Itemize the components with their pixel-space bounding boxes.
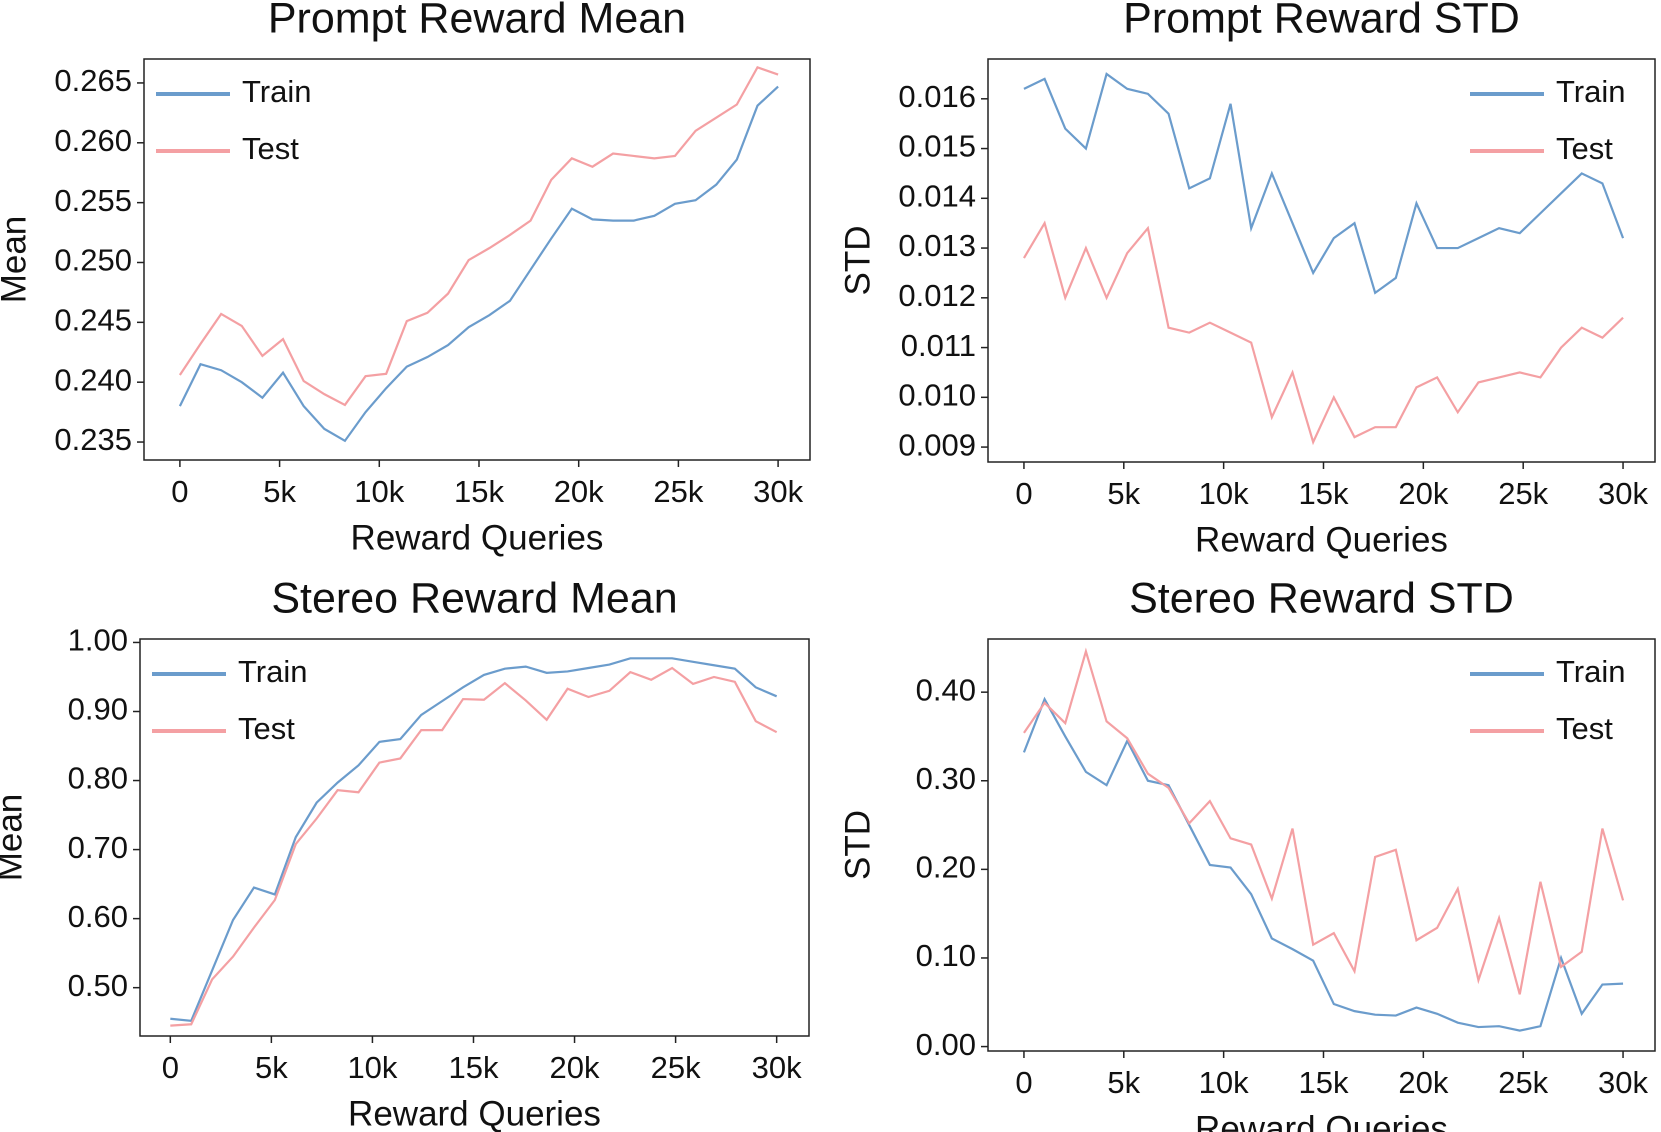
legend-label: Test <box>238 711 295 746</box>
y-tick-label: 1.00 <box>68 623 128 658</box>
chart-title: Stereo Reward STD <box>1129 574 1514 622</box>
y-tick-label: 0.240 <box>54 362 132 397</box>
x-tick-label: 30k <box>1598 1065 1648 1100</box>
plot-frame <box>987 58 1656 463</box>
x-tick-label: 20k <box>554 474 604 509</box>
plot-frame <box>139 638 810 1037</box>
x-tick-label: 30k <box>753 474 803 509</box>
y-tick-label: 0.90 <box>68 692 128 727</box>
line-series <box>1023 72 1625 295</box>
line-series <box>170 657 778 1022</box>
x-tick-label: 0 <box>171 474 188 509</box>
legend-label: Train <box>1556 654 1625 689</box>
x-tick-label: 15k <box>448 1050 498 1085</box>
plot-frame <box>143 58 811 461</box>
line-series <box>1023 220 1624 446</box>
y-tick-label: 0.013 <box>898 228 976 263</box>
x-tick-label: 0 <box>1015 476 1032 511</box>
x-tick-label: 15k <box>1299 476 1349 511</box>
x-tick-label: 25k <box>651 1050 701 1085</box>
y-tick-label: 0.011 <box>901 328 976 363</box>
y-tick-label: 0.014 <box>898 178 976 213</box>
y-axis-label: STD <box>838 226 877 296</box>
y-tick-label: 0.016 <box>898 79 976 114</box>
y-tick-label: 0.20 <box>916 850 976 885</box>
y-tick-label: 0.015 <box>898 129 976 164</box>
y-tick-label: 0.60 <box>68 899 128 934</box>
y-tick-label: 0.80 <box>68 761 128 796</box>
y-tick-label: 0.255 <box>54 183 132 218</box>
line-series <box>178 66 779 407</box>
x-tick-label: 20k <box>1398 1065 1448 1100</box>
y-tick-label: 0.250 <box>54 243 132 278</box>
x-tick-label: 15k <box>454 474 504 509</box>
x-tick-label: 10k <box>1199 1065 1249 1100</box>
legend-label: Test <box>1556 131 1613 166</box>
x-tick-label: 10k <box>1199 476 1249 511</box>
x-axis-label: Reward Queries <box>351 518 604 557</box>
x-axis-label: Reward Queries <box>348 1094 601 1132</box>
line-series <box>1023 647 1625 995</box>
y-tick-label: 0.265 <box>54 63 132 98</box>
x-tick-label: 5k <box>1107 1065 1140 1100</box>
x-tick-label: 30k <box>1598 476 1648 511</box>
y-tick-label: 0.010 <box>898 378 976 413</box>
y-tick-label: 0.009 <box>898 427 976 462</box>
x-tick-label: 10k <box>354 474 404 509</box>
x-tick-label: 0 <box>162 1050 179 1085</box>
x-tick-label: 0 <box>1015 1065 1032 1100</box>
legend-label: Test <box>242 131 299 166</box>
y-tick-label: 0.50 <box>68 968 128 1003</box>
x-tick-label: 25k <box>1498 476 1548 511</box>
y-axis-label: Mean <box>0 216 33 304</box>
line-series <box>178 85 779 443</box>
x-tick-label: 15k <box>1299 1065 1349 1100</box>
x-tick-label: 30k <box>752 1050 802 1085</box>
y-tick-label: 0.012 <box>898 278 976 313</box>
x-tick-label: 5k <box>1107 476 1140 511</box>
y-tick-label: 0.235 <box>54 422 132 457</box>
x-tick-label: 20k <box>1398 476 1448 511</box>
chart-title: Stereo Reward Mean <box>271 574 677 622</box>
legend-label: Train <box>242 74 311 109</box>
legend-label: Train <box>238 654 307 689</box>
y-tick-label: 0.260 <box>54 123 132 158</box>
x-tick-label: 10k <box>347 1050 397 1085</box>
x-tick-label: 25k <box>653 474 703 509</box>
x-tick-label: 5k <box>263 474 296 509</box>
y-tick-label: 0.30 <box>916 761 976 796</box>
y-tick-label: 0.40 <box>916 672 976 707</box>
y-tick-label: 0.00 <box>916 1027 976 1062</box>
y-axis-label: STD <box>838 810 877 880</box>
x-tick-label: 5k <box>255 1050 288 1085</box>
x-axis-label: Reward Queries <box>1195 1109 1448 1132</box>
legend-label: Train <box>1556 74 1625 109</box>
legend-label: Test <box>1556 711 1613 746</box>
line-series <box>170 666 778 1027</box>
chart-title: Prompt Reward STD <box>1123 0 1520 42</box>
y-tick-label: 0.245 <box>54 303 132 338</box>
x-axis-label: Reward Queries <box>1195 520 1448 559</box>
chart-title: Prompt Reward Mean <box>268 0 686 42</box>
y-axis-label: Mean <box>0 794 29 882</box>
line-series <box>1022 696 1624 1032</box>
x-tick-label: 20k <box>550 1050 600 1085</box>
y-tick-label: 0.70 <box>68 830 128 865</box>
y-tick-label: 0.10 <box>916 938 976 973</box>
plot-frame <box>987 638 1656 1052</box>
x-tick-label: 25k <box>1498 1065 1548 1100</box>
